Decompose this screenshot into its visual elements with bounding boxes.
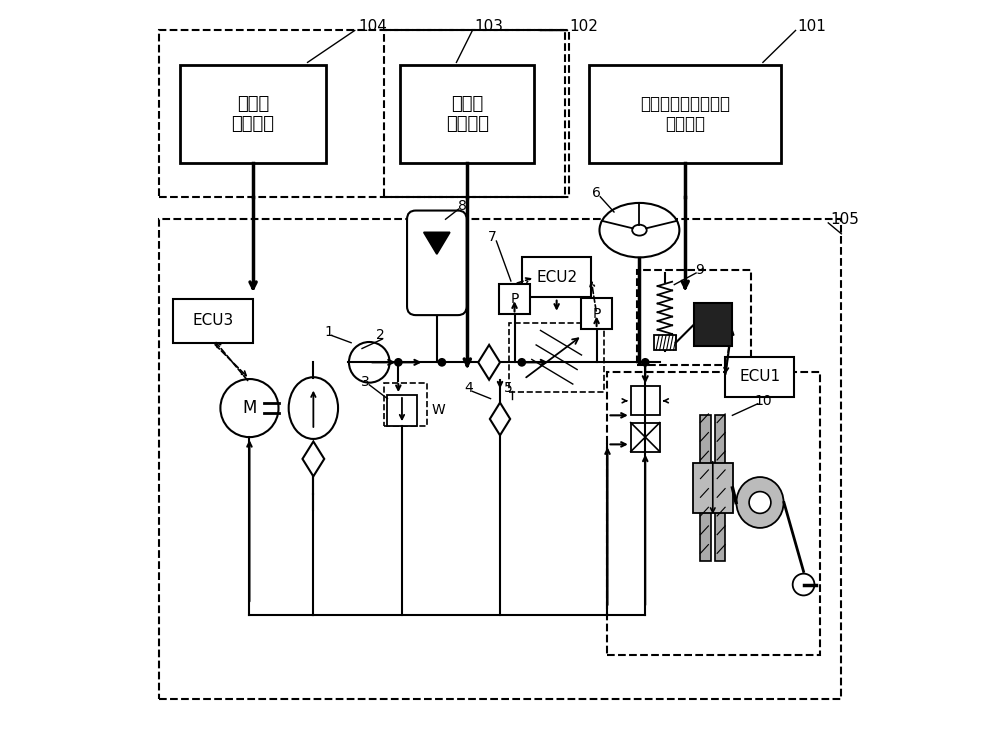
Text: 105: 105 (830, 211, 859, 227)
Bar (509, 323, 604, 391)
Bar (589, 65, 781, 163)
Circle shape (793, 574, 814, 596)
Bar (694, 303, 732, 346)
Bar (631, 386, 660, 416)
Ellipse shape (632, 225, 647, 235)
Text: 3: 3 (361, 375, 370, 389)
Bar (654, 335, 676, 350)
Polygon shape (478, 345, 500, 380)
Bar (631, 423, 660, 452)
Text: M: M (242, 399, 257, 417)
Bar (387, 395, 417, 426)
Text: 9: 9 (695, 263, 704, 277)
Bar (384, 31, 569, 198)
Circle shape (349, 342, 390, 383)
Bar (159, 31, 565, 198)
Circle shape (438, 358, 446, 367)
Bar (400, 65, 534, 163)
Bar (522, 257, 591, 297)
Text: 4: 4 (464, 381, 473, 395)
Text: 10: 10 (754, 394, 772, 408)
Bar (637, 270, 751, 364)
Circle shape (517, 358, 526, 367)
Bar (700, 416, 711, 561)
Text: P: P (592, 307, 601, 321)
Polygon shape (490, 402, 510, 435)
Text: 104: 104 (358, 19, 387, 34)
Text: 2: 2 (376, 329, 385, 343)
Circle shape (220, 379, 279, 437)
Bar (581, 298, 612, 329)
Text: 电动助力转向子系统
控制方法: 电动助力转向子系统 控制方法 (640, 95, 730, 133)
Ellipse shape (289, 377, 338, 439)
Circle shape (394, 358, 403, 367)
Bar (159, 219, 841, 698)
Circle shape (641, 358, 650, 367)
Ellipse shape (736, 477, 784, 528)
Text: W: W (431, 403, 445, 417)
Bar (607, 372, 820, 655)
Bar (715, 416, 725, 561)
Text: P: P (510, 292, 519, 306)
Bar (499, 284, 530, 314)
Text: 6: 6 (592, 186, 601, 200)
Text: 103: 103 (475, 19, 504, 34)
Text: 电动泵
控制方法: 电动泵 控制方法 (232, 95, 275, 133)
Text: 1: 1 (325, 325, 334, 339)
Bar (693, 462, 733, 513)
Bar (725, 357, 794, 397)
Text: 101: 101 (798, 19, 827, 34)
Text: 7: 7 (488, 230, 497, 244)
Bar (180, 65, 326, 163)
Text: ECU3: ECU3 (193, 313, 234, 329)
Text: 102: 102 (569, 19, 598, 34)
Text: 8: 8 (458, 199, 467, 213)
Text: 5: 5 (504, 381, 513, 395)
FancyBboxPatch shape (407, 211, 467, 315)
Polygon shape (302, 442, 324, 476)
Circle shape (749, 491, 771, 513)
Ellipse shape (599, 203, 679, 257)
Text: ECU1: ECU1 (739, 370, 781, 384)
Bar (384, 383, 427, 426)
Polygon shape (424, 233, 450, 254)
Bar (173, 299, 253, 343)
Text: 电磁阀
控制方法: 电磁阀 控制方法 (446, 95, 489, 133)
Text: ECU2: ECU2 (536, 270, 577, 285)
